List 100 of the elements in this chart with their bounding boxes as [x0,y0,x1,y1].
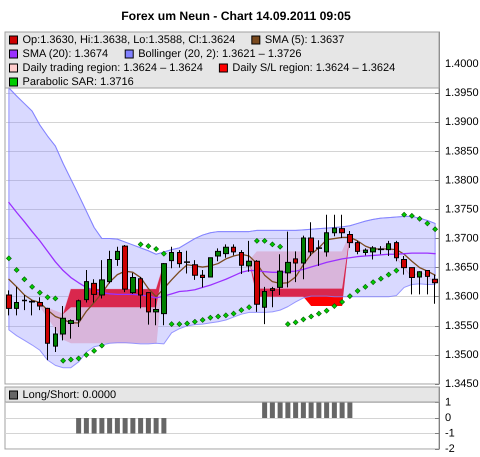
point [354,288,360,294]
point [332,303,338,309]
point [37,290,43,296]
point [394,268,400,274]
point [362,284,368,290]
candlestick [262,286,267,325]
candlestick [153,298,159,326]
point [401,212,407,218]
point [378,276,384,282]
point [44,294,50,300]
point [138,242,144,248]
candlestick [370,246,376,260]
candlestick [192,260,198,280]
legend-label: Op:1.3630, Hi:1.3638, Lo:1.3588, Cl:1.3624 [22,34,236,46]
point [22,276,28,282]
candlestick [161,262,167,326]
candlestick [277,254,283,296]
candlestick [6,290,12,316]
candlestick [347,230,353,248]
candlestick [184,250,190,274]
point [29,284,35,290]
point [99,342,105,348]
candlestick [223,244,229,258]
point [370,279,376,285]
candlestick [99,260,105,299]
point [52,296,58,302]
candlestick [339,214,345,238]
legend-label: Daily trading region: 1.3624 – 1.3624 [22,62,203,74]
candlestick [308,222,314,256]
point [416,216,422,222]
y-tick-label: -2 [445,443,455,455]
point [223,312,229,318]
candlestick [401,256,407,276]
point [270,242,276,248]
y-tick-label: 1.3500 [445,348,479,361]
candlestick [60,306,66,341]
y-tick-label: 1.3700 [445,232,479,245]
legend-label: Bollinger (20, 2): 1.3621 – 1.3726 [138,48,302,60]
candlestick [200,269,205,288]
candlestick [301,235,306,280]
point [424,220,430,226]
y-tick-label: 1.3600 [445,290,479,303]
candlestick [363,248,368,256]
candlestick [324,214,329,258]
candlestick [29,300,35,316]
candlestick [394,240,399,262]
point [254,238,260,244]
candlestick [285,231,291,288]
y-tick-label: -1 [445,428,455,440]
candlestick [45,307,50,361]
point [68,356,74,362]
point [230,310,236,316]
candlestick [386,240,391,256]
point [91,348,97,354]
candlestick [270,286,275,308]
candlestick [115,246,120,266]
point [285,321,291,327]
candlestick [84,269,89,304]
candlestick [432,274,438,304]
point [238,307,244,313]
chart-title: Forex um Neun - Chart 14.09.2011 09:05 [121,9,352,23]
point [347,293,353,299]
line-series [8,202,436,299]
line-series [8,236,436,324]
y-tick-label: 1 [445,396,452,408]
point [409,213,415,219]
candlestick [169,246,174,269]
y-tick-label: 1.3850 [445,145,479,158]
y-tick-label: 1.4000 [445,58,479,70]
candlestick [37,296,43,311]
candlestick [239,250,244,275]
point [60,358,66,364]
candlestick [146,292,151,326]
legend-label: Daily S/L region: 1.3624 – 1.3624 [232,62,396,74]
y-tick-label: 0 [445,412,452,424]
candlestick [91,278,97,304]
candlestick [22,294,27,311]
candlestick [138,276,143,309]
y-tick-label: 1.3650 [445,262,479,274]
candlestick [293,250,298,283]
y-tick-label: 1.3450 [445,378,479,390]
point [184,320,190,326]
point [339,299,345,305]
candlestick [332,214,337,237]
point [76,356,82,362]
y-tick-label: 1.3550 [445,320,479,332]
legend-label: Long/Short: 0.0000 [22,389,116,401]
candlestick [355,240,360,255]
point [262,238,268,244]
candlestick [177,250,182,268]
legend-label: SMA (5): 1.3637 [264,34,344,46]
candlestick [122,244,128,293]
candlestick [53,326,58,352]
candlestick [215,248,221,262]
point [300,316,306,322]
point [146,243,152,249]
point [246,304,252,310]
candlestick [76,299,81,328]
point [316,310,322,316]
candlestick [246,240,252,272]
